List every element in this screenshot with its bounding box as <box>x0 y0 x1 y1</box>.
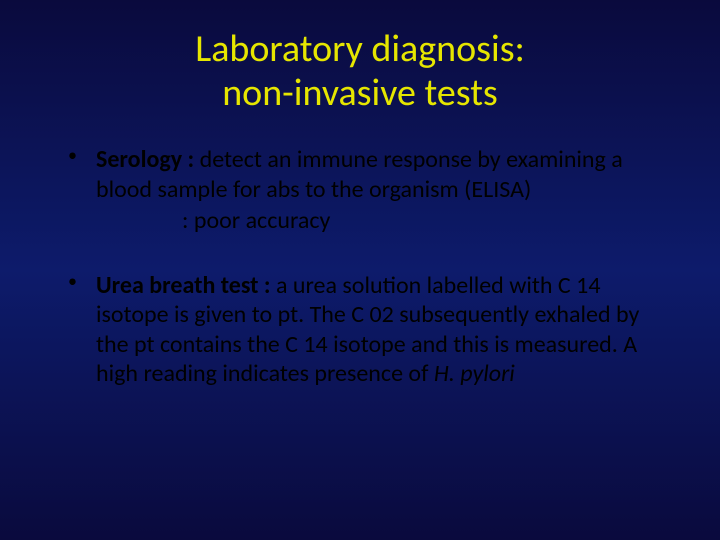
bullet-lead: Urea breath test : <box>96 271 271 300</box>
bullet-urea-breath: Urea breath test : a urea solution label… <box>60 271 660 388</box>
bullet-subtext: : poor accuracy <box>96 206 660 235</box>
title-line-1: Laboratory diagnosis: <box>60 28 660 72</box>
bullet-italic-trail: H. pylori <box>434 359 515 388</box>
slide: Laboratory diagnosis: non-invasive tests… <box>0 0 720 540</box>
bullet-list: Serology : detect an immune response by … <box>60 145 660 388</box>
bullet-serology: Serology : detect an immune response by … <box>60 145 660 235</box>
slide-title: Laboratory diagnosis: non-invasive tests <box>60 28 660 115</box>
title-line-2: non-invasive tests <box>60 72 660 116</box>
bullet-lead: Serology : <box>96 145 194 174</box>
